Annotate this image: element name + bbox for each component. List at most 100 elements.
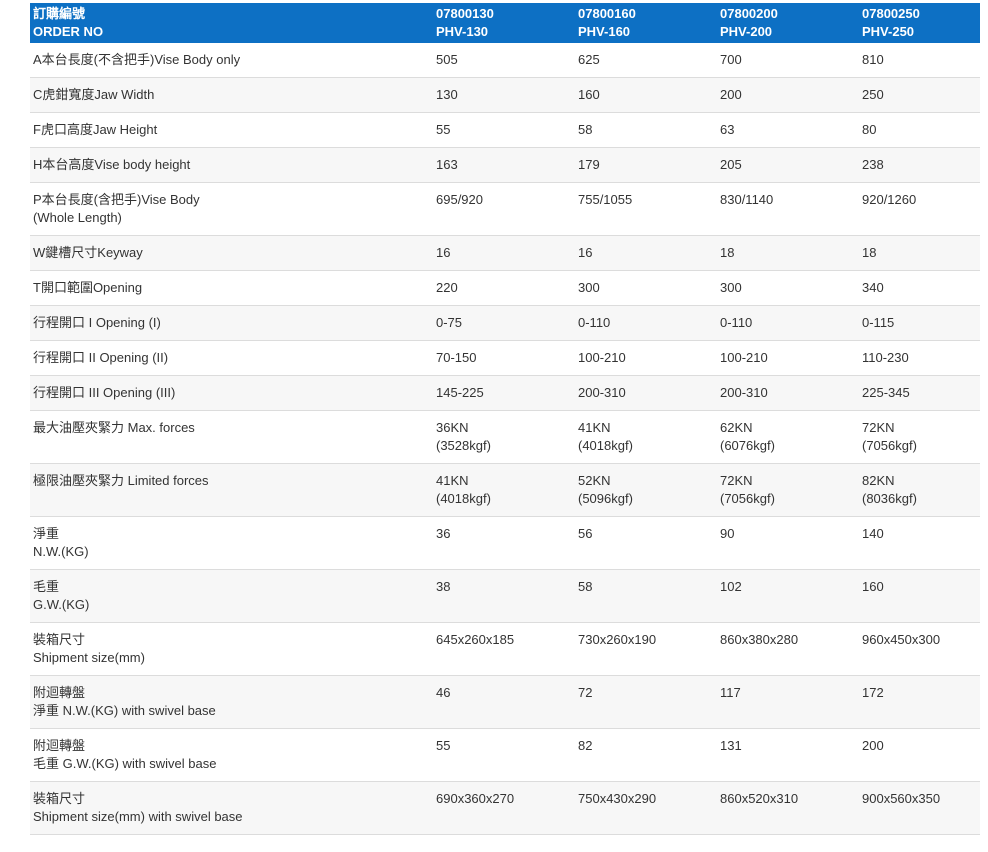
value-line: 72KN [862, 420, 895, 435]
value-line: 220 [436, 280, 458, 295]
value-cell: 102 [717, 569, 859, 623]
value-cell: 300 [575, 270, 717, 306]
value-cell: 900x560x350 [859, 781, 980, 835]
table-row: 極限油壓夾緊力 Limited forces 41KN (4018kgf) 52KN (… [30, 463, 980, 517]
row-label-line: Shipment size(mm) [33, 650, 145, 665]
value-line: 205 [720, 157, 742, 172]
value-cell: 18 [859, 235, 980, 271]
value-cell: 810 [859, 43, 980, 78]
table-row: H本台高度Vise body height 163 179 205 238 [30, 147, 980, 183]
value-cell: 72 [575, 675, 717, 729]
value-cell: 41KN (4018kgf) [433, 463, 575, 517]
table-row: 最大油壓夾緊力 Max. forces 36KN (3528kgf) 41KN (401… [30, 410, 980, 464]
value-line: 960x450x300 [862, 632, 941, 647]
value-line: 160 [862, 579, 884, 594]
table-row: 行程開口 II Opening (II) 70-150 100-210 100-210… [30, 340, 980, 376]
value-cell: 625 [575, 43, 717, 78]
value-cell: 38 [433, 569, 575, 623]
value-line: 755/1055 [578, 192, 633, 207]
value-line: 72KN [720, 473, 753, 488]
value-line: 300 [720, 280, 742, 295]
value-line: 200 [720, 87, 742, 102]
row-label-line: G.W.(KG) [33, 597, 90, 612]
value-line: 36 [436, 526, 451, 541]
row-label: 裝箱尺寸 Shipment size(mm) [30, 622, 433, 676]
value-cell: 700 [717, 43, 859, 78]
row-label: F虎口高度Jaw Height [30, 112, 433, 148]
row-label: 附迴轉盤 毛重 G.W.(KG) with swivel base [30, 728, 433, 782]
value-line: 900x560x350 [862, 791, 941, 806]
row-label-line: P本台長度(含把手)Vise Body [33, 192, 200, 207]
value-cell: 250 [859, 77, 980, 113]
row-label: 行程開口 I Opening (I) [30, 305, 433, 341]
table-row: 裝箱尺寸 Shipment size(mm) 645x260x185 730x260x… [30, 622, 980, 676]
value-cell: 145-225 [433, 375, 575, 411]
value-line: 16 [578, 245, 593, 260]
value-cell: 755/1055 [575, 182, 717, 236]
value-cell: 340 [859, 270, 980, 306]
value-cell: 505 [433, 43, 575, 78]
value-line: 238 [862, 157, 884, 172]
value-cell: 160 [859, 569, 980, 623]
row-label-line: 淨重 N.W.(KG) with swivel base [33, 703, 216, 718]
model-name: PHV-200 [720, 24, 773, 39]
value-cell: 56 [575, 516, 717, 570]
row-label: 附迴轉盤 淨重 N.W.(KG) with swivel base [30, 675, 433, 729]
value-line: 102 [720, 579, 742, 594]
row-label-line: Shipment size(mm) with swivel base [33, 809, 243, 824]
row-label: T開口範圍Opening [30, 270, 433, 306]
value-line: (4018kgf) [578, 438, 633, 453]
value-cell: 82 [575, 728, 717, 782]
value-line: 225-345 [862, 385, 910, 400]
value-line: 920/1260 [862, 192, 917, 207]
value-cell: 55 [433, 112, 575, 148]
row-label-line: A本台長度(不含把手)Vise Body only [33, 52, 241, 67]
header-cell-product: 07800200 PHV-200 [717, 3, 859, 43]
value-line: 16 [436, 245, 451, 260]
table-row: W鍵槽尺寸Keyway 16 16 18 18 [30, 235, 980, 271]
value-line: 160 [578, 87, 600, 102]
value-cell: 920/1260 [859, 182, 980, 236]
row-label: 毛重 G.W.(KG) [30, 569, 433, 623]
value-line: 625 [578, 52, 600, 67]
header-row: 訂購編號 ORDER NO 07800130 PHV-130 07800160 PHV… [30, 3, 980, 43]
value-cell: 131 [717, 728, 859, 782]
value-line: 117 [720, 685, 741, 700]
value-line: 340 [862, 280, 884, 295]
header-cell-product: 07800250 PHV-250 [859, 3, 980, 43]
value-line: (6076kgf) [720, 438, 775, 453]
product-spec-section: 訂購編號 ORDER NO 07800130 PHV-130 07800160 PHV… [30, 3, 980, 835]
value-line: (3528kgf) [436, 438, 491, 453]
value-line: 200-310 [720, 385, 768, 400]
value-line: 145-225 [436, 385, 484, 400]
value-cell: 0-110 [575, 305, 717, 341]
value-cell: 750x430x290 [575, 781, 717, 835]
value-line: 200 [862, 738, 884, 753]
value-cell: 36KN (3528kgf) [433, 410, 575, 464]
value-cell: 100-210 [575, 340, 717, 376]
value-cell: 82KN (8036kgf) [859, 463, 980, 517]
row-label: W鍵槽尺寸Keyway [30, 235, 433, 271]
value-cell: 860x380x280 [717, 622, 859, 676]
value-line: 72 [578, 685, 593, 700]
value-cell: 0-110 [717, 305, 859, 341]
value-line: 100-210 [578, 350, 626, 365]
value-cell: 16 [433, 235, 575, 271]
value-line: 63 [720, 122, 735, 137]
value-cell: 160 [575, 77, 717, 113]
value-line: (5096kgf) [578, 491, 633, 506]
header-label-zh: 訂購編號 [33, 6, 86, 21]
value-line: 18 [862, 245, 877, 260]
table-row: 裝箱尺寸 Shipment size(mm) with swivel base 69… [30, 781, 980, 835]
table-row: P本台長度(含把手)Vise Body (Whole Length) 695/920… [30, 182, 980, 236]
value-line: 645x260x185 [436, 632, 515, 647]
order-no: 07800250 [862, 6, 920, 21]
row-label-line: W鍵槽尺寸Keyway [33, 245, 143, 260]
value-line: 730x260x190 [578, 632, 657, 647]
value-cell: 200-310 [575, 375, 717, 411]
table-row: T開口範圍Opening 220 300 300 340 [30, 270, 980, 306]
value-line: 200-310 [578, 385, 626, 400]
row-label: 裝箱尺寸 Shipment size(mm) with swivel base [30, 781, 433, 835]
value-line: 62KN [720, 420, 753, 435]
order-no: 07800160 [578, 6, 636, 21]
